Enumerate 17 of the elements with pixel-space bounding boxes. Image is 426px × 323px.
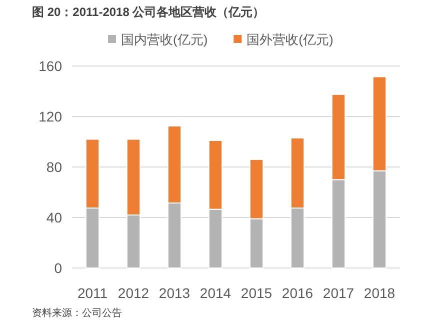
- x-tick-label: 2017: [322, 285, 354, 301]
- legend-label: 国内营收(亿元): [121, 32, 208, 47]
- x-tick-label: 2013: [158, 285, 190, 301]
- y-tick-label: 40: [46, 210, 62, 226]
- y-tick-label: 160: [38, 58, 62, 74]
- x-tick-label: 2014: [200, 285, 232, 301]
- y-tick-label: 0: [54, 260, 62, 276]
- text: 资料来源：公司公告: [32, 307, 122, 319]
- y-tick-label: 80: [46, 159, 62, 175]
- title: 图 20：2011-2018 公司各地区营收（亿元）: [32, 5, 265, 19]
- x-tick-label: 2015: [240, 285, 272, 301]
- x-tick-label: 2012: [118, 285, 150, 301]
- x-tick-label: 2016: [282, 285, 314, 301]
- x-tick-label: 2011: [77, 285, 108, 301]
- legend-label: 国外营收(亿元): [246, 32, 334, 47]
- x-tick-label: 2018: [364, 285, 396, 301]
- y-tick-label: 120: [38, 108, 62, 124]
